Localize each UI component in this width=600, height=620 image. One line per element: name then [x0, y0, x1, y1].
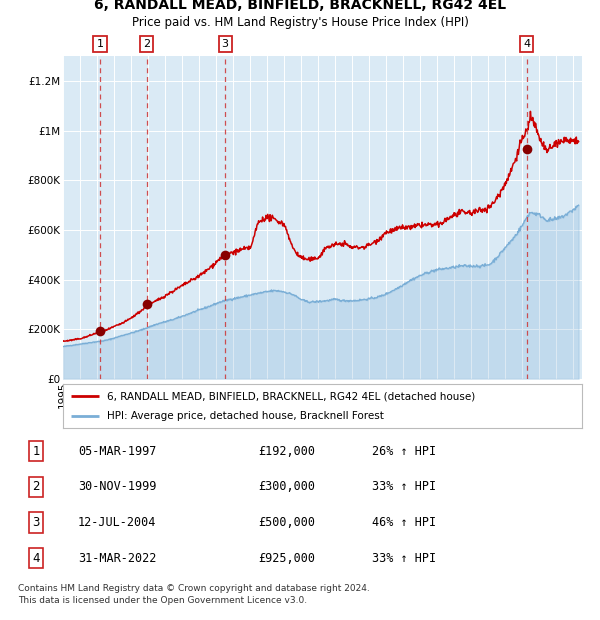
Text: £192,000: £192,000: [258, 445, 315, 458]
Text: 6, RANDALL MEAD, BINFIELD, BRACKNELL, RG42 4EL: 6, RANDALL MEAD, BINFIELD, BRACKNELL, RG…: [94, 0, 506, 12]
Text: £925,000: £925,000: [258, 552, 315, 565]
Text: 30-NOV-1999: 30-NOV-1999: [78, 480, 157, 494]
Text: 31-MAR-2022: 31-MAR-2022: [78, 552, 157, 565]
Text: 46% ↑ HPI: 46% ↑ HPI: [372, 516, 436, 529]
Text: £500,000: £500,000: [258, 516, 315, 529]
Text: 33% ↑ HPI: 33% ↑ HPI: [372, 552, 436, 565]
Text: Contains HM Land Registry data © Crown copyright and database right 2024.
This d: Contains HM Land Registry data © Crown c…: [18, 584, 370, 605]
Text: 12-JUL-2004: 12-JUL-2004: [78, 516, 157, 529]
Text: Price paid vs. HM Land Registry's House Price Index (HPI): Price paid vs. HM Land Registry's House …: [131, 16, 469, 29]
Text: 05-MAR-1997: 05-MAR-1997: [78, 445, 157, 458]
Text: 2: 2: [32, 480, 40, 494]
Text: 4: 4: [32, 552, 40, 565]
Text: £300,000: £300,000: [258, 480, 315, 494]
Text: 1: 1: [97, 39, 103, 49]
Text: 26% ↑ HPI: 26% ↑ HPI: [372, 445, 436, 458]
Text: 4: 4: [523, 39, 530, 49]
Text: 2: 2: [143, 39, 150, 49]
Text: 1: 1: [32, 445, 40, 458]
Text: 33% ↑ HPI: 33% ↑ HPI: [372, 480, 436, 494]
Text: 6, RANDALL MEAD, BINFIELD, BRACKNELL, RG42 4EL (detached house): 6, RANDALL MEAD, BINFIELD, BRACKNELL, RG…: [107, 391, 475, 401]
Text: 3: 3: [221, 39, 229, 49]
Text: 3: 3: [32, 516, 40, 529]
Text: HPI: Average price, detached house, Bracknell Forest: HPI: Average price, detached house, Brac…: [107, 411, 384, 421]
